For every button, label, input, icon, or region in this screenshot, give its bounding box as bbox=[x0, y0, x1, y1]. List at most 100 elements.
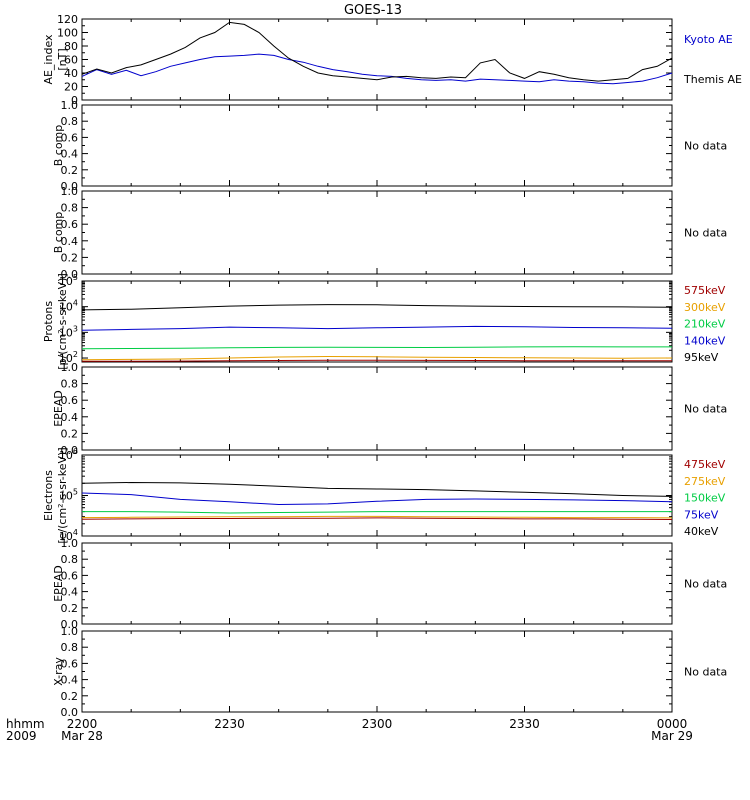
time-tick-date: Mar 29 bbox=[651, 729, 693, 743]
series-line bbox=[81, 346, 672, 350]
y-tick-label: 0.6 bbox=[61, 131, 79, 144]
legend-entry: 95keV bbox=[684, 351, 719, 364]
y-tick-label: 1.0 bbox=[61, 99, 79, 112]
y-tick-label: 105 bbox=[59, 488, 78, 503]
y-axis-label: X-ray bbox=[52, 657, 65, 686]
y-tick-label: 0.2 bbox=[61, 690, 79, 703]
y-tick-label: 1.0 bbox=[61, 625, 79, 638]
y-tick-label: 60 bbox=[64, 54, 78, 67]
series-line bbox=[81, 304, 673, 311]
legend-entry: 150keV bbox=[684, 492, 726, 505]
y-axis-label: EPEAD bbox=[52, 390, 65, 427]
legend-entry: 575keV bbox=[684, 284, 726, 297]
y-tick-label: 20 bbox=[64, 81, 78, 94]
y-tick-label: 0.8 bbox=[61, 641, 79, 654]
panel-frame bbox=[81, 366, 673, 451]
y-tick-label: 0.4 bbox=[61, 586, 79, 599]
series-line bbox=[81, 517, 673, 520]
panel-frame bbox=[81, 280, 673, 363]
time-axis-corner-top: hhmm bbox=[6, 717, 45, 731]
y-tick-label: 100 bbox=[57, 27, 78, 40]
y-tick-label: 0 bbox=[71, 94, 78, 107]
y-axis-label: EPEAD bbox=[52, 565, 65, 602]
series-line bbox=[81, 21, 673, 82]
chart-title: GOES-13 bbox=[344, 3, 402, 18]
legend-entry: Themis AE bbox=[683, 73, 742, 86]
series-line bbox=[81, 53, 673, 85]
panel-2: 0.0 0.2 0.4 0.6 0.8 1.0 B comp No data bbox=[52, 99, 727, 193]
legend-entry: 300keV bbox=[684, 301, 726, 314]
y-axis-label: B comp bbox=[52, 212, 65, 254]
y-tick-label: 0.2 bbox=[61, 602, 79, 615]
panel-3: 0.0 0.2 0.4 0.6 0.8 1.0 B comp No data bbox=[52, 185, 727, 281]
legend-entry: 475keV bbox=[684, 458, 726, 471]
y-axis-label: B comp bbox=[52, 125, 65, 167]
no-data-note: No data bbox=[684, 227, 727, 240]
series-line bbox=[81, 481, 673, 497]
no-data-note: No data bbox=[684, 578, 727, 591]
legend-entry: 275keV bbox=[684, 475, 726, 488]
panel-frame bbox=[81, 18, 673, 101]
y-axis-label: [e/(cm²-s-sr-keV)] bbox=[56, 447, 69, 543]
y-tick-label: 1.0 bbox=[61, 361, 79, 374]
panel-7: 0.0 0.2 0.4 0.6 0.8 1.0 EPEAD No data bbox=[52, 537, 727, 631]
series-line bbox=[81, 355, 673, 361]
y-tick-label: 0.0 bbox=[61, 618, 79, 631]
y-tick-label: 0.6 bbox=[61, 394, 79, 407]
y-tick-label: 0.8 bbox=[61, 378, 79, 391]
time-tick-label: 2330 bbox=[509, 717, 540, 731]
y-tick-label: 0.8 bbox=[61, 202, 79, 215]
y-tick-label: 0.8 bbox=[61, 115, 79, 128]
series-line bbox=[82, 359, 672, 362]
y-tick-label: 103 bbox=[59, 324, 78, 339]
y-tick-label: 0.4 bbox=[61, 411, 79, 424]
legend-entry: 75keV bbox=[684, 508, 719, 521]
y-tick-label: 0.8 bbox=[61, 553, 79, 566]
time-tick-label: 2200 bbox=[67, 717, 98, 731]
y-tick-label: 0.6 bbox=[61, 569, 79, 582]
panel-8: 0.0 0.2 0.4 0.6 0.8 1.0 X-ray No data bbox=[52, 625, 727, 719]
panel-frame bbox=[81, 542, 673, 625]
y-tick-label: 1.0 bbox=[61, 537, 79, 550]
no-data-note: No data bbox=[684, 666, 727, 679]
panel-6: 104 105 106 Electrons [e/(cm²-s-sr-keV)] 475k… bbox=[42, 447, 726, 544]
y-tick-label: 0.0 bbox=[61, 268, 79, 281]
panel-frame bbox=[81, 454, 673, 537]
legend-entry: 210keV bbox=[684, 318, 726, 331]
time-tick-label: 0000 bbox=[657, 717, 688, 731]
y-tick-label: 0.2 bbox=[61, 164, 79, 177]
panel-5: 0.0 0.2 0.4 0.6 0.8 1.0 EPEAD No data bbox=[52, 361, 727, 457]
panel-frame bbox=[81, 630, 673, 713]
y-axis-label: [nT] bbox=[56, 48, 69, 70]
y-tick-label: 40 bbox=[64, 67, 78, 80]
y-axis-label: AE_index bbox=[42, 34, 55, 85]
y-tick-label: 0.2 bbox=[61, 251, 79, 264]
y-tick-label: 106 bbox=[59, 447, 78, 462]
y-tick-label: 80 bbox=[64, 40, 78, 53]
y-tick-label: 105 bbox=[59, 273, 78, 288]
y-tick-label: 0.4 bbox=[61, 148, 79, 161]
y-axis-label: Protons bbox=[42, 301, 55, 342]
y-tick-label: 0.2 bbox=[61, 427, 79, 440]
y-tick-label: 104 bbox=[59, 528, 78, 543]
series-line bbox=[81, 515, 673, 519]
time-tick-label: 2230 bbox=[214, 717, 245, 731]
legend-entry: Kyoto AE bbox=[684, 33, 733, 46]
y-tick-label: 0.4 bbox=[61, 674, 79, 687]
time-tick-date: Mar 28 bbox=[61, 729, 103, 743]
y-tick-label: 0.6 bbox=[61, 657, 79, 670]
no-data-note: No data bbox=[684, 403, 727, 416]
panel-4: 102 103 104 105 Protons [p/(cm²-s-sr-keV)] 575… bbox=[42, 273, 726, 370]
y-tick-label: 0.0 bbox=[61, 444, 79, 457]
series-line bbox=[82, 511, 672, 514]
legend-entry: 140keV bbox=[684, 334, 726, 347]
y-axis-label: Electrons bbox=[42, 470, 55, 521]
panel-frame bbox=[81, 104, 673, 187]
y-tick-label: 102 bbox=[59, 350, 78, 365]
y-tick-label: 120 bbox=[57, 13, 78, 26]
panel-frame bbox=[81, 190, 673, 275]
